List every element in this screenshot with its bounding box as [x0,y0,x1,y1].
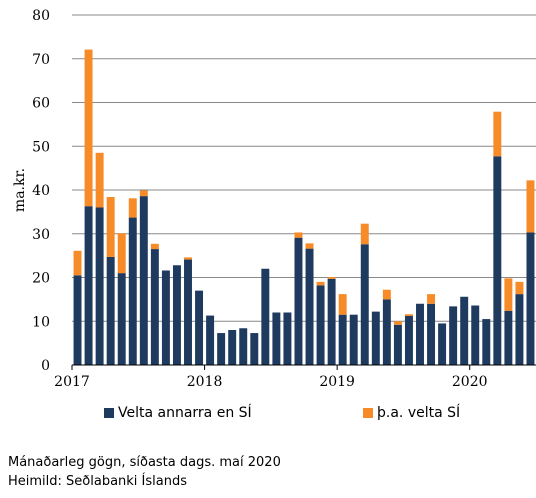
y-tick-label: 0 [41,358,50,374]
y-tick-label: 50 [32,139,50,155]
bar-velta-si [95,152,104,208]
footnote-source: Heimild: Seðlabanki Íslands [8,474,187,489]
bar-velta-si [139,190,148,197]
y-axis-label: ma.kr. [12,168,28,212]
bar-velta-annarra [338,314,347,365]
bar-velta-annarra [294,237,303,365]
legend-item-velta-si: þ.a. velta SÍ [363,405,460,421]
y-tick-label: 20 [32,271,50,287]
bar-velta-annarra [206,315,215,365]
bar-velta-annarra [228,330,237,365]
bar-velta-annarra [73,275,82,365]
bar-velta-si [515,281,524,295]
bar-velta-si [294,232,303,238]
bar-velta-annarra [526,232,535,365]
bar-velta-annarra [161,270,170,365]
bar-velta-annarra [139,196,148,365]
bar-velta-annarra [493,156,502,365]
bar-velta-si [316,281,325,286]
bar-velta-annarra [239,328,248,365]
bar-velta-si [526,180,535,233]
bar-velta-annarra [250,333,259,365]
bar-velta-annarra [184,259,192,365]
bar-velta-annarra [427,303,436,365]
y-tick-label: 30 [32,227,50,243]
bar-velta-si [360,223,369,245]
legend-label: þ.a. velta SÍ [377,405,461,421]
y-tick-label: 80 [32,8,50,24]
bar-velta-annarra [482,319,491,365]
bar-velta-annarra [150,249,159,365]
bar-velta-annarra [438,323,447,365]
x-tick-label: 2018 [187,374,223,390]
bar-velta-annarra [327,278,336,365]
bar-velta-annarra [272,312,281,365]
legend-swatch-navy [104,408,114,418]
bar-velta-si [427,294,436,304]
bar-velta-si [382,289,391,300]
bar-velta-si [73,250,82,276]
y-tick-label: 60 [32,96,50,112]
legend-item-velta-annarra: Velta annarra en SÍ [104,405,252,421]
bar-velta-annarra [404,316,413,365]
bar-velta-annarra [195,290,204,365]
bar-velta-annarra [515,294,524,365]
bar-velta-annarra [217,333,226,365]
bar-velta-si [150,243,159,250]
bar-velta-annarra [117,273,126,365]
bar-velta-annarra [172,265,181,365]
bar-velta-si [327,277,336,279]
bar-velta-si [404,314,413,316]
bar-velta-si [493,111,502,157]
x-tick-label: 2019 [319,374,355,390]
chart: 0 10 20 30 40 50 60 70 80 ma.kr. 2017 2018 2019 2020 [12,8,536,390]
bar-velta-annarra [371,311,380,365]
bar-velta-annarra [416,303,424,365]
bar-velta-annarra [283,312,292,365]
bar-velta-annarra [360,244,369,365]
bar-velta-annarra [393,324,402,365]
bar-velta-si [106,197,115,257]
y-tick-label: 10 [32,314,50,330]
bar-velta-si [305,243,314,249]
footnote-data: Mánaðarleg gögn, síðasta dags. maí 2020 [8,455,281,470]
bar-velta-si [128,198,137,218]
bar-velta-si [117,233,126,274]
bar-velta-annarra [449,306,458,365]
legend-label: Velta annarra en SÍ [118,405,252,421]
bar-velta-si [393,321,402,325]
y-tick-label: 70 [32,52,50,68]
x-tick-label: 2020 [452,374,488,390]
bar-velta-annarra [460,296,469,365]
y-tick-label: 40 [32,183,50,199]
bar-velta-annarra [84,206,93,365]
x-tick-label: 2017 [54,374,90,390]
bar-velta-si [184,257,192,260]
bar-velta-annarra [106,256,115,365]
legend-swatch-orange [363,408,373,418]
bar-velta-annarra [316,285,325,365]
bar-velta-annarra [305,248,314,365]
bar-velta-si [338,294,347,315]
bar-velta-annarra [349,314,358,365]
bar-velta-annarra [95,207,104,365]
bar-velta-annarra [128,217,137,365]
bar-velta-annarra [382,299,391,365]
bar-velta-si [504,278,513,311]
bar-velta-si [84,49,93,207]
bar-velta-annarra [504,310,513,365]
bar-velta-annarra [261,268,270,365]
bar-velta-annarra [471,305,480,365]
